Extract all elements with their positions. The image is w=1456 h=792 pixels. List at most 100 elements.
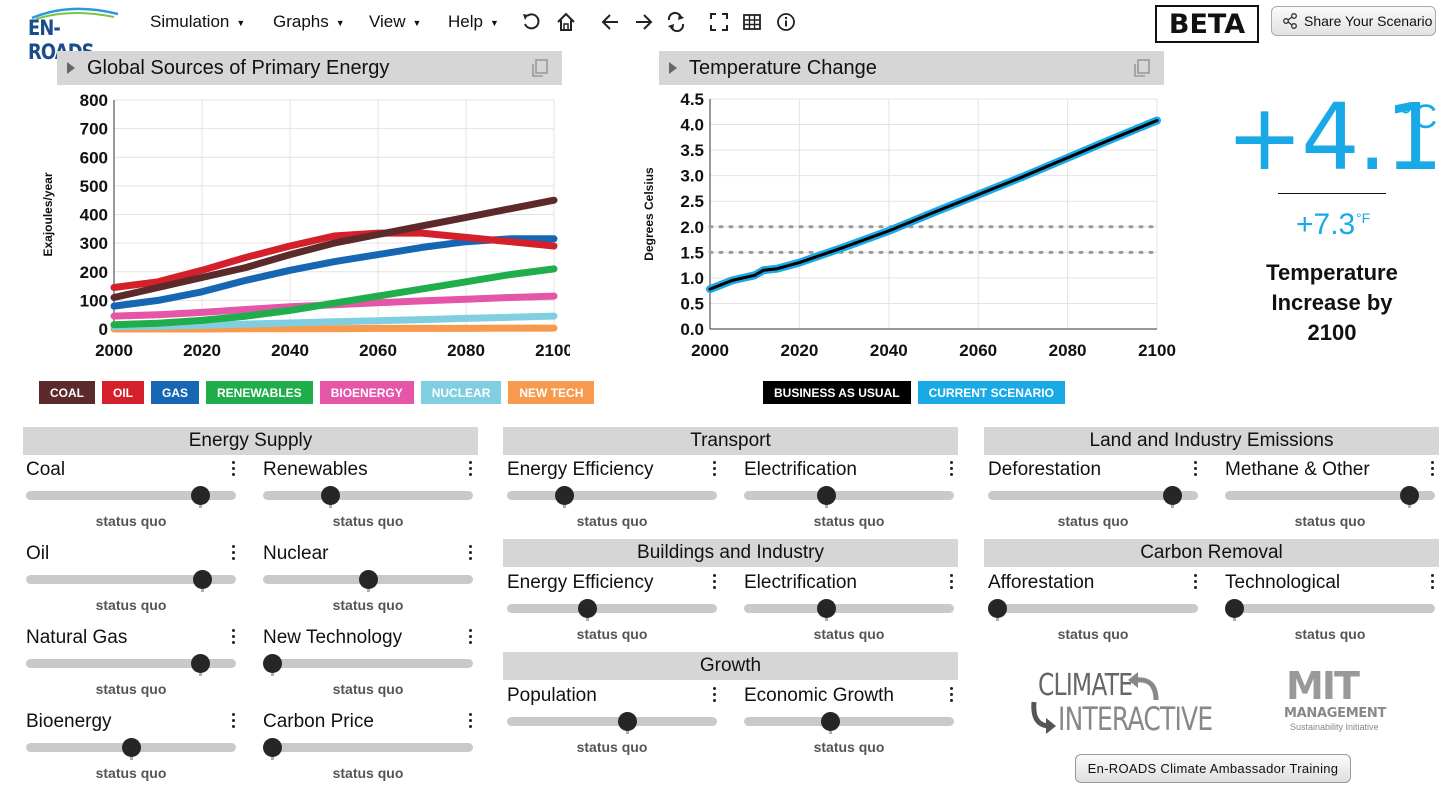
control-label: Economic Growth <box>744 685 894 706</box>
slider-track[interactable] <box>507 491 717 500</box>
slider-track[interactable] <box>744 717 954 726</box>
legend-current-scenario[interactable]: CURRENT SCENARIO <box>917 381 1065 404</box>
ambassador-training-button[interactable]: En-ROADS Climate Ambassador Training <box>1075 754 1351 783</box>
more-options-icon[interactable] <box>713 687 717 704</box>
menu-help[interactable]: Help ▼ <box>448 12 499 32</box>
slider-track[interactable] <box>263 659 473 668</box>
slider-track[interactable] <box>744 604 954 613</box>
forward-arrow-icon[interactable] <box>632 11 654 33</box>
slider-thumb[interactable] <box>618 712 638 731</box>
more-options-icon[interactable] <box>1194 574 1198 591</box>
slider-thumb[interactable] <box>359 570 378 589</box>
control-coal: Coal status quo <box>24 457 238 537</box>
slider-thumb[interactable] <box>191 654 211 673</box>
slider-thumb[interactable] <box>578 599 598 618</box>
graph1-header[interactable]: Global Sources of Primary Energy <box>57 51 562 85</box>
more-options-icon[interactable] <box>713 574 717 591</box>
temperature-chart-svg: 2000 2020 2040 2060 2080 2100 0.0 0.5 1.0 1.5 2.0 2… <box>642 90 1176 360</box>
legend-gas[interactable]: GAS <box>151 381 200 404</box>
x-tick-label: 2000 <box>95 341 133 360</box>
redo-icon[interactable] <box>665 11 687 33</box>
home-icon[interactable] <box>555 11 577 33</box>
slider-track[interactable] <box>26 659 236 668</box>
more-options-icon[interactable] <box>713 461 717 478</box>
undo-icon[interactable] <box>520 11 542 33</box>
more-options-icon[interactable] <box>232 629 236 646</box>
more-options-icon[interactable] <box>469 713 473 730</box>
control-label: Electrification <box>744 459 857 480</box>
control-label: Population <box>507 685 597 706</box>
more-options-icon[interactable] <box>469 461 473 478</box>
slider-thumb[interactable] <box>320 486 340 505</box>
status-label: status quo <box>813 739 885 755</box>
mit-management-logo[interactable]: MIT MANAGEMENT Sustainability Initiative <box>1278 664 1400 736</box>
more-options-icon[interactable] <box>950 687 954 704</box>
legend-new-tech[interactable]: NEW TECH <box>508 381 595 404</box>
legend-oil[interactable]: OIL <box>102 381 144 404</box>
slider-thumb[interactable] <box>263 654 282 673</box>
info-icon[interactable] <box>775 11 797 33</box>
menu-graphs[interactable]: Graphs ▼ <box>273 12 345 32</box>
y-tick-label: 3.5 <box>680 141 704 160</box>
more-options-icon[interactable] <box>232 545 236 562</box>
legend-business-as-usual[interactable]: BUSINESS AS USUAL <box>763 381 911 404</box>
slider-track[interactable] <box>744 491 954 500</box>
slider-track[interactable] <box>26 575 236 584</box>
table-icon[interactable] <box>741 11 763 33</box>
slider-track[interactable] <box>26 491 236 500</box>
slider-track[interactable] <box>263 743 473 752</box>
expand-triangle-icon[interactable] <box>67 62 75 74</box>
more-options-icon[interactable] <box>469 545 473 562</box>
slider-thumb[interactable] <box>988 599 1007 618</box>
slider-track[interactable] <box>1225 491 1435 500</box>
slider-thumb[interactable] <box>1399 486 1419 505</box>
status-label: status quo <box>576 739 648 755</box>
share-scenario-button[interactable]: Share Your Scenario <box>1271 6 1436 36</box>
slider-track[interactable] <box>1225 604 1435 613</box>
slider-track[interactable] <box>507 717 717 726</box>
legend-bioenergy[interactable]: BIOENERGY <box>319 381 414 404</box>
slider-thumb[interactable] <box>122 738 141 757</box>
copy-icon[interactable] <box>1132 58 1152 78</box>
slider-thumb[interactable] <box>555 486 574 505</box>
more-options-icon[interactable] <box>950 461 954 478</box>
slider-track[interactable] <box>988 604 1198 613</box>
slider-thumb[interactable] <box>263 738 282 757</box>
legend-coal[interactable]: COAL <box>39 381 95 404</box>
slider-track[interactable] <box>507 604 717 613</box>
slider-thumb[interactable] <box>1225 599 1244 618</box>
slider-thumb[interactable] <box>1162 486 1182 505</box>
more-options-icon[interactable] <box>469 629 473 646</box>
legend-nuclear[interactable]: NUCLEAR <box>420 381 502 404</box>
slider-thumb[interactable] <box>820 712 840 731</box>
back-arrow-icon[interactable] <box>600 11 622 33</box>
menu-view[interactable]: View ▼ <box>369 12 421 32</box>
slider-thumb[interactable] <box>816 599 836 618</box>
slider-track[interactable] <box>263 491 473 500</box>
expand-triangle-icon[interactable] <box>669 62 677 74</box>
legend-renewables[interactable]: RENEWABLES <box>206 381 313 404</box>
more-options-icon[interactable] <box>232 461 236 478</box>
copy-icon[interactable] <box>530 58 550 78</box>
slider-track[interactable] <box>988 491 1198 500</box>
more-options-icon[interactable] <box>1194 461 1198 478</box>
en-roads-logo[interactable]: EN-ROADS <box>28 6 120 64</box>
climate-interactive-logo[interactable]: CLIMATE INTERACTIVE <box>1028 668 1213 738</box>
graph2-legend: BUSINESS AS USUAL CURRENT SCENARIO <box>763 381 1065 404</box>
more-options-icon[interactable] <box>1431 461 1435 478</box>
graph1-title: Global Sources of Primary Energy <box>87 56 390 79</box>
slider-thumb[interactable] <box>191 486 211 505</box>
status-label: status quo <box>332 765 404 781</box>
control-label: Coal <box>26 459 66 480</box>
menu-simulation[interactable]: Simulation ▼ <box>150 12 245 32</box>
slider-thumb[interactable] <box>193 570 213 589</box>
graph2-header[interactable]: Temperature Change <box>659 51 1164 85</box>
more-options-icon[interactable] <box>1431 574 1435 591</box>
caption-line: Temperature <box>1266 260 1398 285</box>
more-options-icon[interactable] <box>950 574 954 591</box>
more-options-icon[interactable] <box>232 713 236 730</box>
fullscreen-icon[interactable] <box>708 11 730 33</box>
slider-thumb[interactable] <box>816 486 836 505</box>
x-tick-label: 2040 <box>870 341 908 360</box>
beta-badge: BETA <box>1155 5 1259 43</box>
